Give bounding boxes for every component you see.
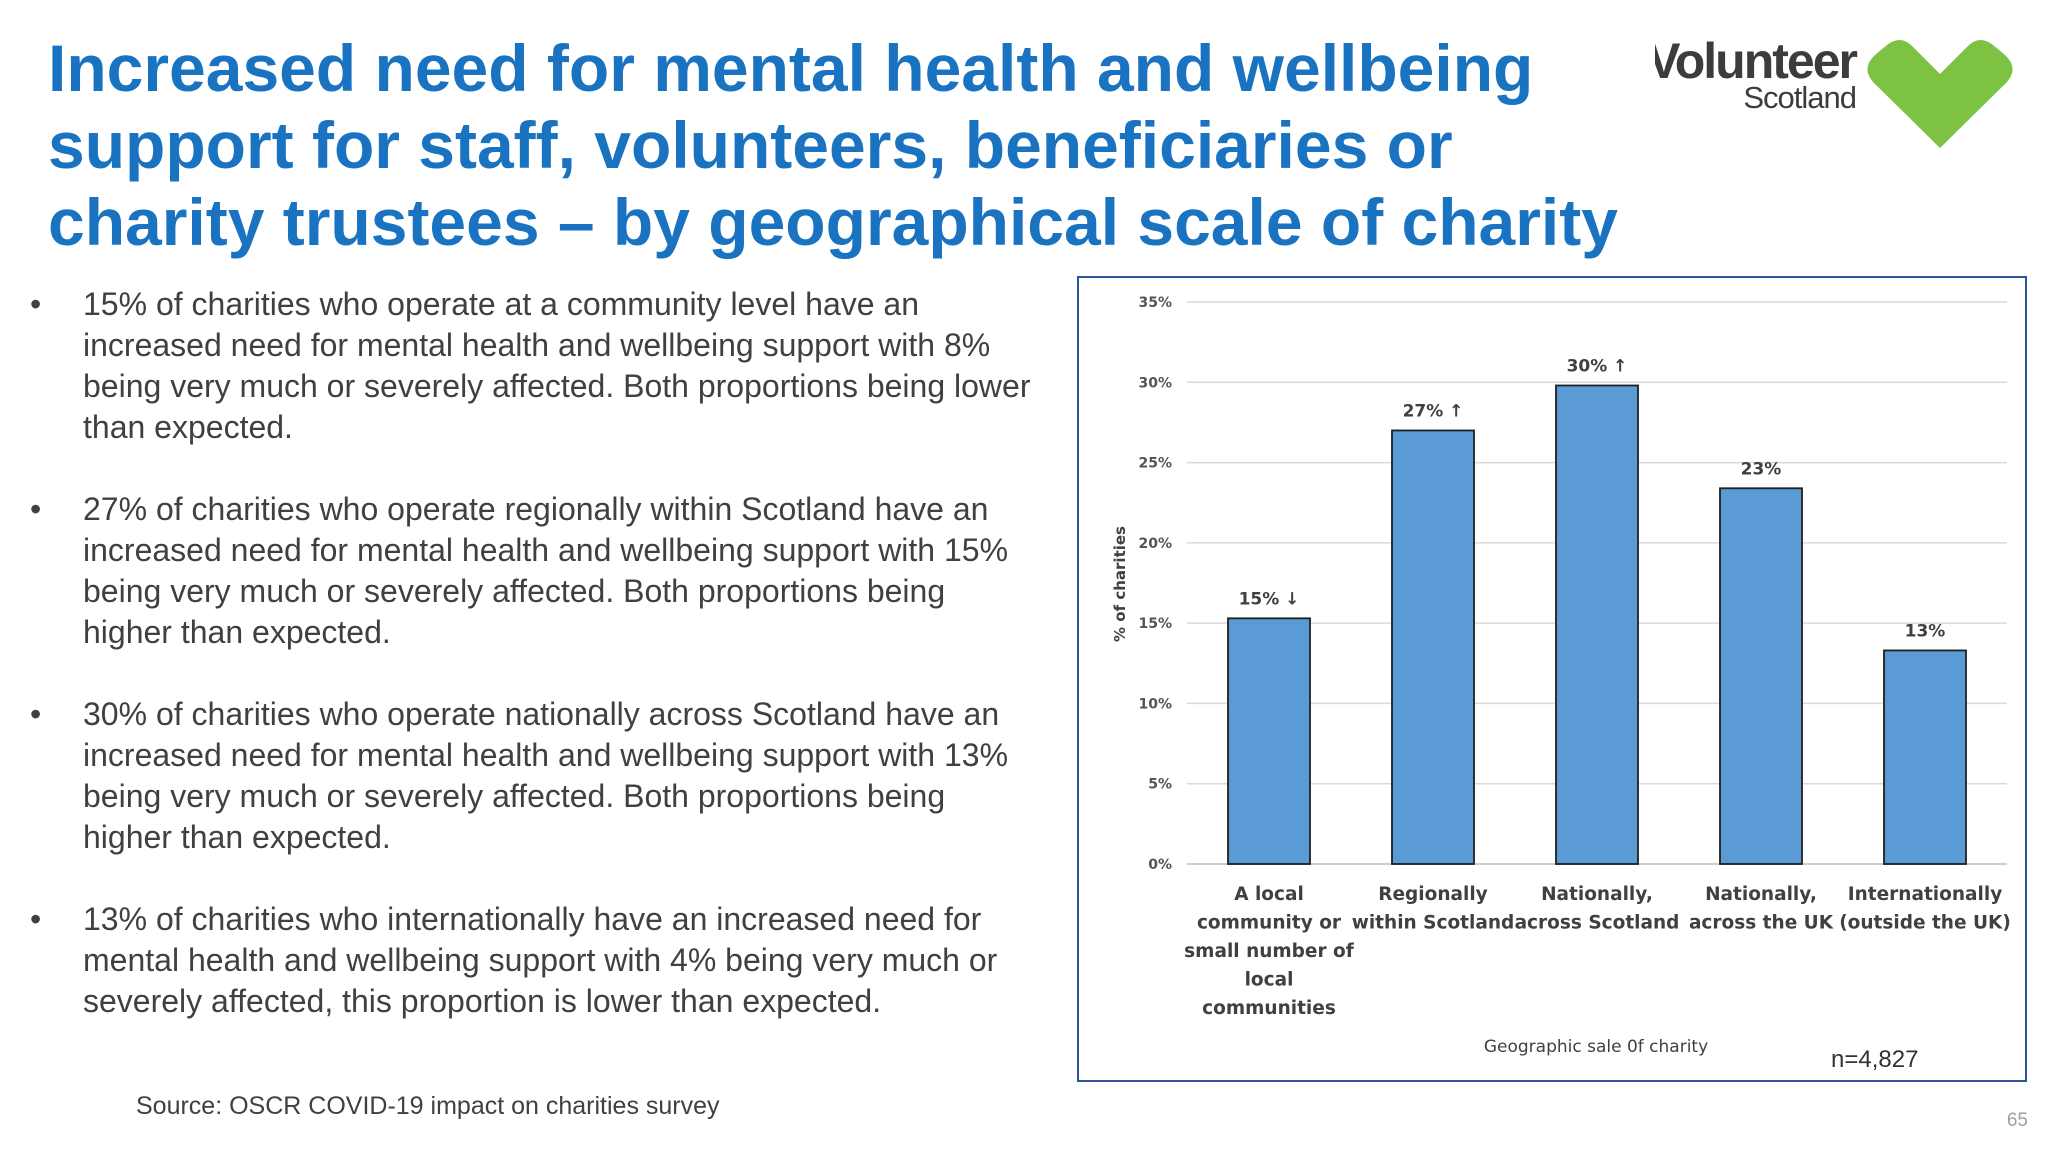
category-label: within Scotland	[1352, 913, 1514, 934]
data-label: 13%	[1905, 621, 1946, 641]
category-label: across the UK	[1689, 913, 1834, 934]
y-tick-label: 5%	[1148, 777, 1172, 793]
bullet-text: 15% of charities who operate at a commun…	[83, 286, 1031, 445]
bar	[1719, 487, 1803, 865]
category-label: small number of	[1184, 941, 1355, 962]
category-label: local	[1245, 970, 1294, 991]
y-tick-label: 35%	[1138, 295, 1172, 311]
y-tick-label: 20%	[1138, 536, 1172, 552]
bullet-text: 27% of charities who operate regionally …	[83, 491, 1009, 650]
y-axis-title: % of charities	[1111, 526, 1129, 642]
volunteer-scotland-logo: Volunteer Scotland	[1647, 22, 2035, 152]
category-label: A local	[1234, 884, 1304, 905]
bullet-marker: •	[30, 901, 42, 937]
bar-chart: 0% 5% 10% 15% 20% 25% 30% 35% % of charities 15% …	[1077, 276, 2027, 1082]
bullet-text: 13% of charities who internationally hav…	[83, 901, 998, 1019]
bullet-marker: •	[30, 491, 42, 527]
category-label: Internationally	[1848, 884, 2003, 905]
data-label: 27% ↑	[1403, 401, 1464, 421]
y-tick-label: 15%	[1138, 616, 1172, 632]
category-label: Regionally	[1378, 884, 1487, 905]
bullet-list: • 15% of charities who operate at a commu…	[30, 284, 1040, 1063]
bar	[1555, 384, 1639, 865]
category-label: communities	[1202, 998, 1336, 1019]
bullet-text: 30% of charities who operate nationally …	[83, 696, 1009, 855]
data-label: 23%	[1741, 459, 1782, 479]
bullet-item: • 27% of charities who operate regionally…	[30, 489, 1040, 653]
category-label: community or	[1197, 913, 1342, 934]
page-number: 65	[2006, 1110, 2028, 1131]
y-tick-label: 30%	[1138, 375, 1172, 391]
bullet-marker: •	[30, 696, 42, 732]
y-tick-label: 0%	[1148, 857, 1172, 873]
chart-canvas: 0% 5% 10% 15% 20% 25% 30% 35% % of charities 15% …	[1111, 295, 2011, 1057]
y-tick-label: 10%	[1138, 696, 1172, 712]
data-label: 15% ↓	[1239, 589, 1300, 609]
category-label: across Scotland	[1515, 913, 1680, 934]
data-label: 30% ↑	[1567, 356, 1628, 376]
logo-text-volunteer: Volunteer	[1655, 33, 1858, 89]
category-label: (outside the UK)	[1839, 913, 2011, 934]
slide-title: Increased need for mental health and wel…	[48, 31, 1618, 259]
bullet-marker: •	[30, 286, 42, 322]
category-label: Nationally,	[1541, 884, 1653, 905]
category-label: Nationally,	[1705, 884, 1817, 905]
bar	[1227, 617, 1311, 865]
source-note: Source: OSCR COVID-19 impact on charitie…	[136, 1092, 720, 1120]
sample-size-note: n=4,827	[1831, 1046, 1919, 1073]
y-tick-label: 25%	[1138, 456, 1172, 472]
bullet-item: • 15% of charities who operate at a commu…	[30, 284, 1040, 448]
heart-icon	[1867, 39, 2013, 149]
bar	[1391, 429, 1475, 865]
bullet-item: • 13% of charities who internationally ha…	[30, 899, 1040, 1022]
bar	[1883, 649, 1967, 865]
bullet-item: • 30% of charities who operate nationally…	[30, 694, 1040, 858]
x-axis-title: Geographic sale 0f charity	[1484, 1037, 1708, 1057]
logo-text-scotland: Scotland	[1743, 80, 1856, 115]
